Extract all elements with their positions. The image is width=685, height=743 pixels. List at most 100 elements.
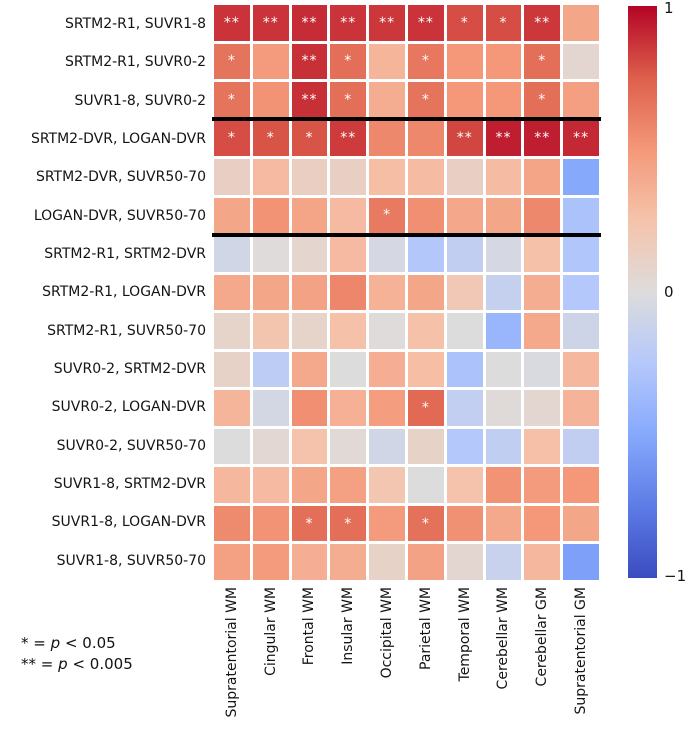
heatmap-cell: **	[291, 43, 328, 80]
row-label: SUVR0-2, LOGAN-DVR	[51, 399, 206, 416]
heatmap-cell: *	[407, 82, 444, 118]
heatmap-cell	[252, 197, 289, 234]
heatmap-cell	[252, 428, 289, 465]
heatmap-cell	[485, 236, 522, 272]
heatmap-cell	[252, 351, 289, 388]
heatmap-cell	[330, 544, 367, 580]
heatmap-cell	[563, 390, 599, 426]
heatmap-cell	[524, 467, 561, 503]
heatmap-cell: *	[291, 120, 328, 157]
heatmap-cell	[563, 43, 599, 80]
heatmap-cell	[369, 313, 405, 349]
row-label: SRTM2-R1, LOGAN-DVR	[42, 284, 206, 301]
column-label: Cerebellar GM	[534, 587, 551, 687]
heatmap-cell	[369, 467, 405, 503]
heatmap-cell	[291, 390, 328, 426]
heatmap-cell	[524, 159, 561, 195]
heatmap-cell: *	[524, 82, 561, 118]
heatmap-cell: **	[252, 5, 289, 41]
colorbar: 1 0 −1	[628, 0, 685, 585]
heatmap-cell: *	[330, 82, 367, 118]
heatmap-cell: *	[330, 43, 367, 80]
heatmap-cell: **	[291, 5, 328, 41]
heatmap-cell: **	[369, 5, 405, 41]
heatmap-cell: *	[252, 120, 289, 157]
legend-condition: < 0.005	[72, 655, 133, 673]
heatmap-cell	[291, 351, 328, 388]
row-label: SRTM2-R1, SUVR50-70	[47, 322, 206, 339]
heatmap-cell	[485, 428, 522, 465]
heatmap-cell	[214, 159, 250, 195]
heatmap-cell	[407, 467, 444, 503]
row-label: SUVR1-8, LOGAN-DVR	[51, 514, 206, 531]
heatmap-cell: **	[524, 5, 561, 41]
heatmap-cell	[252, 236, 289, 272]
heatmap-cell	[291, 274, 328, 311]
heatmap-cell	[563, 236, 599, 272]
row-labels: SRTM2-R1, SUVR1-8 SRTM2-R1, SUVR0-2 SUVR1-…	[0, 5, 206, 580]
heatmap-cell	[446, 82, 483, 118]
heatmap-cell: *	[407, 390, 444, 426]
heatmap-cell	[485, 197, 522, 234]
heatmap-cell	[563, 5, 599, 41]
heatmap-cell	[407, 544, 444, 580]
heatmap-cell	[369, 505, 405, 542]
row-label: SRTM2-DVR, LOGAN-DVR	[30, 131, 206, 148]
legend-line-p005: ** = p < 0.005	[21, 654, 133, 675]
heatmap-cell	[446, 505, 483, 542]
column-label: Frontal WM	[301, 587, 318, 666]
heatmap-cell	[330, 159, 367, 195]
heatmap-cell	[563, 313, 599, 349]
column-label: Occipital WM	[379, 587, 396, 679]
heatmap-cell	[291, 236, 328, 272]
row-label: SUVR0-2, SRTM2-DVR	[53, 361, 206, 378]
heatmap-cell	[563, 351, 599, 388]
heatmap-cell: **	[330, 120, 367, 157]
significance-legend: * = p < 0.05 ** = p < 0.005	[21, 633, 133, 675]
heatmap-cell	[563, 159, 599, 195]
separator-line	[212, 117, 601, 122]
heatmap-cell	[563, 467, 599, 503]
heatmap-cell	[446, 351, 483, 388]
heatmap-cell	[485, 43, 522, 80]
heatmap-cell	[485, 351, 522, 388]
heatmap-cell	[524, 236, 561, 272]
heatmap-cell	[524, 351, 561, 388]
heatmap-cell	[485, 159, 522, 195]
legend-line-p05: * = p < 0.05	[21, 633, 133, 654]
heatmap-cell	[330, 390, 367, 426]
heatmap-cell	[252, 505, 289, 542]
heatmap-cell	[485, 467, 522, 503]
heatmap-cell	[330, 236, 367, 272]
heatmap-cell	[485, 390, 522, 426]
heatmap-cell	[291, 159, 328, 195]
heatmap-cell	[252, 390, 289, 426]
column-label: Cingular WM	[262, 587, 279, 676]
column-label: Supratentorial GM	[573, 587, 590, 715]
column-labels: Supratentorial WM Cingular WM Frontal WM In…	[214, 587, 599, 739]
heatmap-cell	[291, 313, 328, 349]
heatmap-cell	[563, 544, 599, 580]
heatmap-cell	[214, 467, 250, 503]
heatmap-cell	[291, 197, 328, 234]
heatmap-cell	[407, 197, 444, 234]
heatmap-cell	[330, 428, 367, 465]
heatmap-cell	[407, 313, 444, 349]
heatmap-cell	[446, 43, 483, 80]
legend-condition: < 0.05	[64, 634, 116, 652]
row-label: LOGAN-DVR, SUVR50-70	[33, 207, 206, 224]
heatmap-cell	[369, 236, 405, 272]
legend-equals: =	[33, 634, 46, 652]
heatmap-cell	[485, 274, 522, 311]
heatmap-cell	[524, 505, 561, 542]
heatmap-cell	[252, 313, 289, 349]
heatmap-cell: **	[407, 5, 444, 41]
heatmap-cell	[446, 390, 483, 426]
heatmap-cell	[214, 544, 250, 580]
heatmap-cell	[524, 274, 561, 311]
heatmap-cell	[446, 313, 483, 349]
legend-symbol: **	[21, 655, 36, 673]
heatmap-cell	[446, 467, 483, 503]
heatmap-cell	[485, 544, 522, 580]
heatmap-cell	[330, 197, 367, 234]
